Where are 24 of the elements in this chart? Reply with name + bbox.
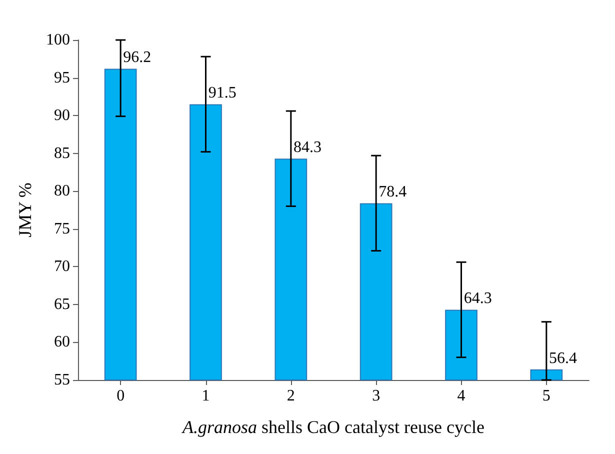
y-tick-label: 100 bbox=[46, 32, 70, 48]
y-tick-label: 90 bbox=[54, 107, 70, 124]
data-label: 56.4 bbox=[549, 350, 578, 367]
data-label: 64.3 bbox=[464, 290, 492, 308]
y-tick-label: 65 bbox=[54, 296, 70, 313]
y-tick-label: 75 bbox=[54, 220, 70, 238]
data-label: 96.2 bbox=[123, 49, 152, 66]
data-label: 84.3 bbox=[294, 139, 322, 156]
y-tick-label: 60 bbox=[54, 334, 70, 351]
x-tick-label: 2 bbox=[286, 388, 295, 404]
y-tick-label: 95 bbox=[54, 69, 70, 86]
y-tick-label: 80 bbox=[54, 182, 70, 200]
data-label: 78.4 bbox=[378, 184, 407, 201]
y-tick-label: 85 bbox=[54, 144, 70, 162]
data-label: 91.5 bbox=[208, 84, 236, 102]
y-tick-label: 55 bbox=[54, 372, 70, 388]
y-tick-label: 70 bbox=[54, 258, 70, 276]
x-tick-label: 1 bbox=[202, 388, 210, 404]
x-tick-label: 3 bbox=[372, 388, 380, 404]
y-axis-title: JMY % bbox=[15, 182, 35, 238]
x-tick-label: 5 bbox=[542, 388, 550, 404]
x-axis-title: A.granosa shells CaO catalyst reuse cycle bbox=[182, 417, 484, 437]
x-tick-label: 4 bbox=[457, 388, 466, 404]
x-tick-label: 0 bbox=[116, 388, 125, 404]
